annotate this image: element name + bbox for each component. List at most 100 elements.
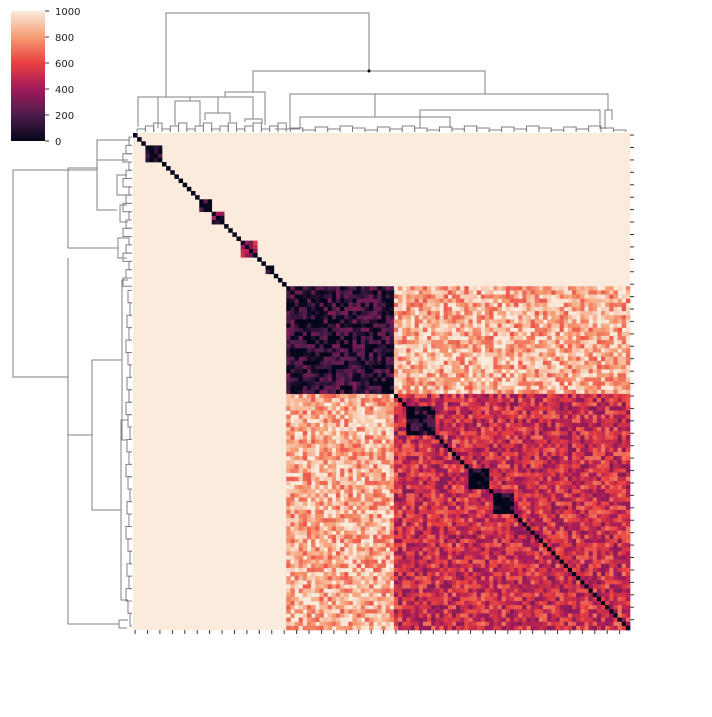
heatmap-cell: [382, 373, 386, 377]
heatmap-cell: [555, 518, 559, 522]
heatmap-cell: [386, 539, 390, 543]
heatmap-cell: [477, 311, 481, 315]
heatmap-cell: [386, 452, 390, 456]
heatmap-cell: [431, 377, 435, 381]
heatmap-cell: [584, 340, 588, 344]
heatmap-cell: [394, 299, 398, 303]
heatmap-cell: [506, 473, 510, 477]
heatmap-cell: [307, 324, 311, 328]
heatmap-cell: [568, 394, 572, 398]
heatmap-cell: [605, 531, 609, 535]
heatmap-cell: [589, 402, 593, 406]
heatmap-cell: [452, 377, 456, 381]
heatmap-cell: [386, 497, 390, 501]
heatmap-cell: [402, 382, 406, 386]
heatmap-cell: [348, 489, 352, 493]
heatmap-cell: [452, 286, 456, 290]
heatmap-cell: [390, 427, 394, 431]
heatmap-cell: [361, 307, 365, 311]
heatmap-cell: [510, 344, 514, 348]
heatmap-cell: [290, 324, 294, 328]
heatmap-cell: [613, 369, 617, 373]
heatmap-cell: [572, 419, 576, 423]
heatmap-cell: [485, 377, 489, 381]
heatmap-cell: [307, 353, 311, 357]
heatmap-cell: [344, 336, 348, 340]
heatmap-cell: [593, 373, 597, 377]
heatmap-cell: [394, 332, 398, 336]
heatmap-cell: [481, 369, 485, 373]
heatmap-cell: [361, 415, 365, 419]
heatmap-cell: [307, 522, 311, 526]
heatmap-cell: [410, 448, 414, 452]
heatmap-cell: [522, 415, 526, 419]
heatmap-cell: [427, 427, 431, 431]
heatmap-cell: [410, 539, 414, 543]
heatmap-cell: [601, 431, 605, 435]
heatmap-cell: [626, 464, 630, 468]
heatmap-cell: [522, 315, 526, 319]
heatmap-cell: [423, 410, 427, 414]
heatmap-cell: [613, 307, 617, 311]
heatmap-cell: [431, 361, 435, 365]
heatmap-cell: [295, 410, 299, 414]
heatmap-cell: [618, 497, 622, 501]
heatmap-cell: [618, 344, 622, 348]
heatmap-cell: [618, 506, 622, 510]
heatmap-cell: [526, 473, 530, 477]
heatmap-cell: [477, 444, 481, 448]
heatmap-cell: [361, 299, 365, 303]
heatmap-cell: [468, 348, 472, 352]
heatmap-cell: [477, 452, 481, 456]
heatmap-cell: [493, 481, 497, 485]
heatmap-cell: [613, 398, 617, 402]
heatmap-cell: [626, 468, 630, 472]
heatmap-cell: [344, 506, 348, 510]
heatmap-cell: [452, 382, 456, 386]
heatmap-cell: [564, 365, 568, 369]
heatmap-cell: [336, 402, 340, 406]
heatmap-cell: [324, 303, 328, 307]
heatmap-cell: [303, 518, 307, 522]
heatmap-cell: [539, 348, 543, 352]
heatmap-cell: [311, 295, 315, 299]
heatmap-cell: [518, 431, 522, 435]
heatmap-cell: [618, 398, 622, 402]
heatmap-cell: [398, 502, 402, 506]
heatmap-cell: [502, 402, 506, 406]
heatmap-cell: [398, 535, 402, 539]
heatmap-cell: [423, 514, 427, 518]
heatmap-cell: [402, 419, 406, 423]
heatmap-cell: [593, 386, 597, 390]
heatmap-cell: [386, 365, 390, 369]
heatmap-cell: [295, 444, 299, 448]
heatmap-cell: [572, 357, 576, 361]
heatmap-cell: [415, 386, 419, 390]
heatmap-cell: [402, 332, 406, 336]
heatmap-cell: [361, 319, 365, 323]
heatmap-cell: [601, 522, 605, 526]
heatmap-cell: [336, 340, 340, 344]
heatmap-cell: [456, 419, 460, 423]
heatmap-cell: [319, 502, 323, 506]
heatmap-cell: [377, 386, 381, 390]
heatmap-cell: [410, 518, 414, 522]
heatmap-cell: [319, 444, 323, 448]
heatmap-cell: [328, 386, 332, 390]
heatmap-cell: [299, 398, 303, 402]
heatmap-cell: [373, 506, 377, 510]
heatmap-cell: [319, 448, 323, 452]
heatmap-cell: [415, 460, 419, 464]
heatmap-cell: [551, 398, 555, 402]
dendrogram-link: [477, 128, 489, 132]
heatmap-cell: [290, 311, 294, 315]
heatmap-cell: [419, 290, 423, 294]
heatmap-cell: [319, 431, 323, 435]
heatmap-cell: [468, 307, 472, 311]
heatmap-cell: [319, 398, 323, 402]
heatmap-cell: [555, 390, 559, 394]
heatmap-cell: [369, 477, 373, 481]
heatmap-cell: [626, 382, 630, 386]
heatmap-cell: [386, 361, 390, 365]
heatmap-cell: [427, 510, 431, 514]
